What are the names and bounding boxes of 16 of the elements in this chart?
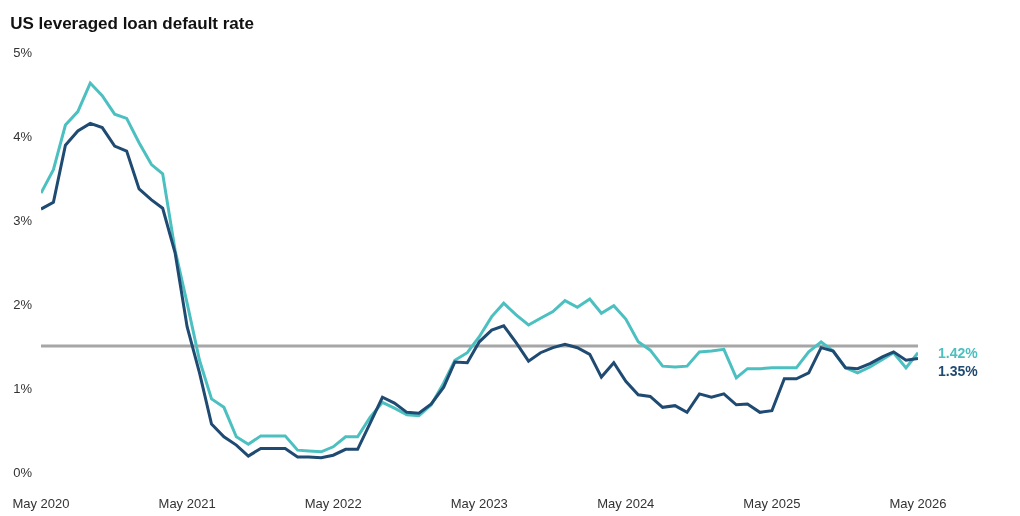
data-label: 1.42% (938, 345, 979, 361)
y-tick-label: 2% (13, 296, 33, 312)
x-tick-label: May 2026 (889, 496, 947, 511)
y-tick-label: 4% (13, 128, 33, 144)
x-tick-label: May 2024 (597, 496, 655, 511)
y-tick-label: 5% (13, 44, 33, 60)
x-tick-label: May 2021 (158, 496, 216, 511)
data-label: 1.35% (938, 363, 979, 379)
x-tick-label: May 2020 (12, 496, 70, 511)
y-tick-label: 0% (13, 464, 33, 480)
x-tick-label: May 2023 (450, 496, 508, 511)
x-tick-label: May 2022 (304, 496, 362, 511)
chart-title: US leveraged loan default rate (10, 14, 254, 34)
y-tick-label: 1% (13, 380, 33, 396)
y-tick-label: 3% (13, 212, 33, 228)
x-tick-label: May 2025 (743, 496, 801, 511)
